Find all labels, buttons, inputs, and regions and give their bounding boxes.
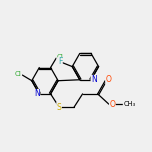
Text: Cl: Cl (57, 54, 64, 60)
Text: N: N (34, 89, 40, 98)
Text: F: F (58, 57, 62, 66)
Text: O: O (106, 75, 112, 84)
Text: O: O (109, 100, 115, 109)
Text: S: S (57, 103, 61, 112)
Text: CH₃: CH₃ (123, 101, 135, 107)
Text: N: N (91, 75, 97, 84)
Text: Cl: Cl (15, 71, 22, 77)
